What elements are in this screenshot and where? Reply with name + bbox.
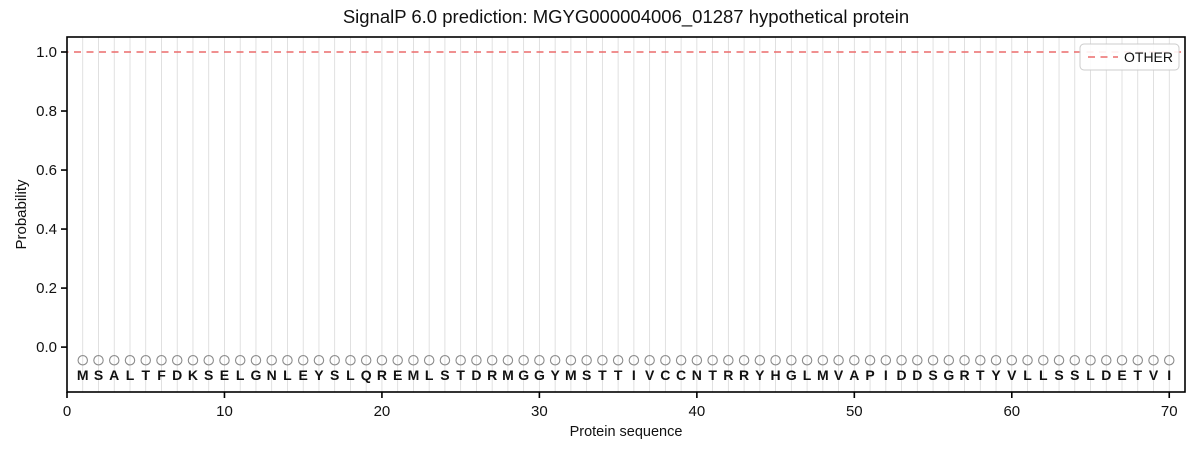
svg-text:0.6: 0.6 — [36, 162, 57, 179]
svg-text:V: V — [1149, 367, 1159, 383]
svg-text:10: 10 — [216, 403, 233, 420]
svg-text:M: M — [817, 367, 829, 383]
svg-text:Y: Y — [314, 367, 324, 383]
svg-text:M: M — [408, 367, 420, 383]
svg-text:I: I — [884, 367, 888, 383]
svg-text:L: L — [283, 367, 292, 383]
svg-text:L: L — [803, 367, 812, 383]
svg-text:S: S — [94, 367, 103, 383]
svg-text:G: G — [786, 367, 797, 383]
svg-text:T: T — [614, 367, 623, 383]
svg-text:Protein sequence: Protein sequence — [570, 424, 683, 440]
svg-text:T: T — [1133, 367, 1142, 383]
svg-text:Y: Y — [991, 367, 1001, 383]
svg-text:E: E — [393, 367, 402, 383]
svg-text:N: N — [267, 367, 277, 383]
svg-text:D: D — [896, 367, 906, 383]
svg-text:D: D — [471, 367, 481, 383]
svg-text:Y: Y — [550, 367, 560, 383]
svg-text:I: I — [632, 367, 636, 383]
svg-text:R: R — [959, 367, 969, 383]
svg-text:S: S — [582, 367, 591, 383]
svg-text:F: F — [157, 367, 166, 383]
svg-text:S: S — [1070, 367, 1079, 383]
svg-text:V: V — [645, 367, 655, 383]
svg-text:A: A — [109, 367, 119, 383]
svg-text:D: D — [172, 367, 182, 383]
svg-text:S: S — [330, 367, 339, 383]
svg-text:0.4: 0.4 — [36, 221, 57, 238]
svg-text:0.8: 0.8 — [36, 103, 57, 120]
svg-text:L: L — [1039, 367, 1048, 383]
svg-text:Y: Y — [755, 367, 765, 383]
svg-text:E: E — [299, 367, 308, 383]
svg-text:D: D — [1101, 367, 1111, 383]
svg-text:T: T — [708, 367, 717, 383]
svg-text:0.0: 0.0 — [36, 339, 57, 356]
svg-text:40: 40 — [689, 403, 706, 420]
svg-text:G: G — [534, 367, 545, 383]
svg-text:G: G — [251, 367, 262, 383]
svg-text:S: S — [440, 367, 449, 383]
svg-text:Q: Q — [361, 367, 372, 383]
svg-text:G: G — [518, 367, 529, 383]
svg-text:60: 60 — [1003, 403, 1020, 420]
svg-text:0.2: 0.2 — [36, 280, 57, 297]
svg-text:V: V — [1007, 367, 1017, 383]
svg-text:L: L — [1086, 367, 1095, 383]
svg-text:R: R — [377, 367, 387, 383]
svg-text:M: M — [565, 367, 577, 383]
svg-text:30: 30 — [531, 403, 548, 420]
svg-text:N: N — [692, 367, 702, 383]
svg-text:D: D — [912, 367, 922, 383]
svg-text:50: 50 — [846, 403, 863, 420]
svg-text:L: L — [346, 367, 355, 383]
svg-text:L: L — [236, 367, 245, 383]
svg-text:I: I — [1167, 367, 1171, 383]
svg-text:S: S — [1054, 367, 1063, 383]
svg-text:Probability: Probability — [13, 179, 30, 250]
svg-text:P: P — [865, 367, 874, 383]
svg-text:C: C — [660, 367, 670, 383]
svg-text:E: E — [220, 367, 229, 383]
svg-text:70: 70 — [1161, 403, 1178, 420]
svg-text:S: S — [204, 367, 213, 383]
svg-text:L: L — [425, 367, 434, 383]
svg-text:SignalP 6.0 prediction: MGYG00: SignalP 6.0 prediction: MGYG000004006_01… — [343, 6, 909, 28]
svg-text:H: H — [771, 367, 781, 383]
svg-text:L: L — [1023, 367, 1032, 383]
svg-text:K: K — [188, 367, 198, 383]
svg-text:OTHER: OTHER — [1124, 49, 1173, 65]
svg-text:G: G — [943, 367, 954, 383]
svg-text:C: C — [676, 367, 686, 383]
svg-text:S: S — [928, 367, 937, 383]
svg-text:R: R — [723, 367, 733, 383]
svg-text:L: L — [126, 367, 135, 383]
svg-text:20: 20 — [374, 403, 391, 420]
svg-text:A: A — [849, 367, 859, 383]
svg-text:1.0: 1.0 — [36, 44, 57, 61]
svg-text:T: T — [141, 367, 150, 383]
svg-text:R: R — [487, 367, 497, 383]
svg-text:0: 0 — [63, 403, 71, 420]
svg-text:T: T — [456, 367, 465, 383]
svg-text:V: V — [834, 367, 844, 383]
svg-text:M: M — [77, 367, 89, 383]
svg-text:T: T — [976, 367, 985, 383]
svg-text:T: T — [598, 367, 607, 383]
svg-text:E: E — [1117, 367, 1126, 383]
svg-text:M: M — [502, 367, 514, 383]
svg-text:R: R — [739, 367, 749, 383]
